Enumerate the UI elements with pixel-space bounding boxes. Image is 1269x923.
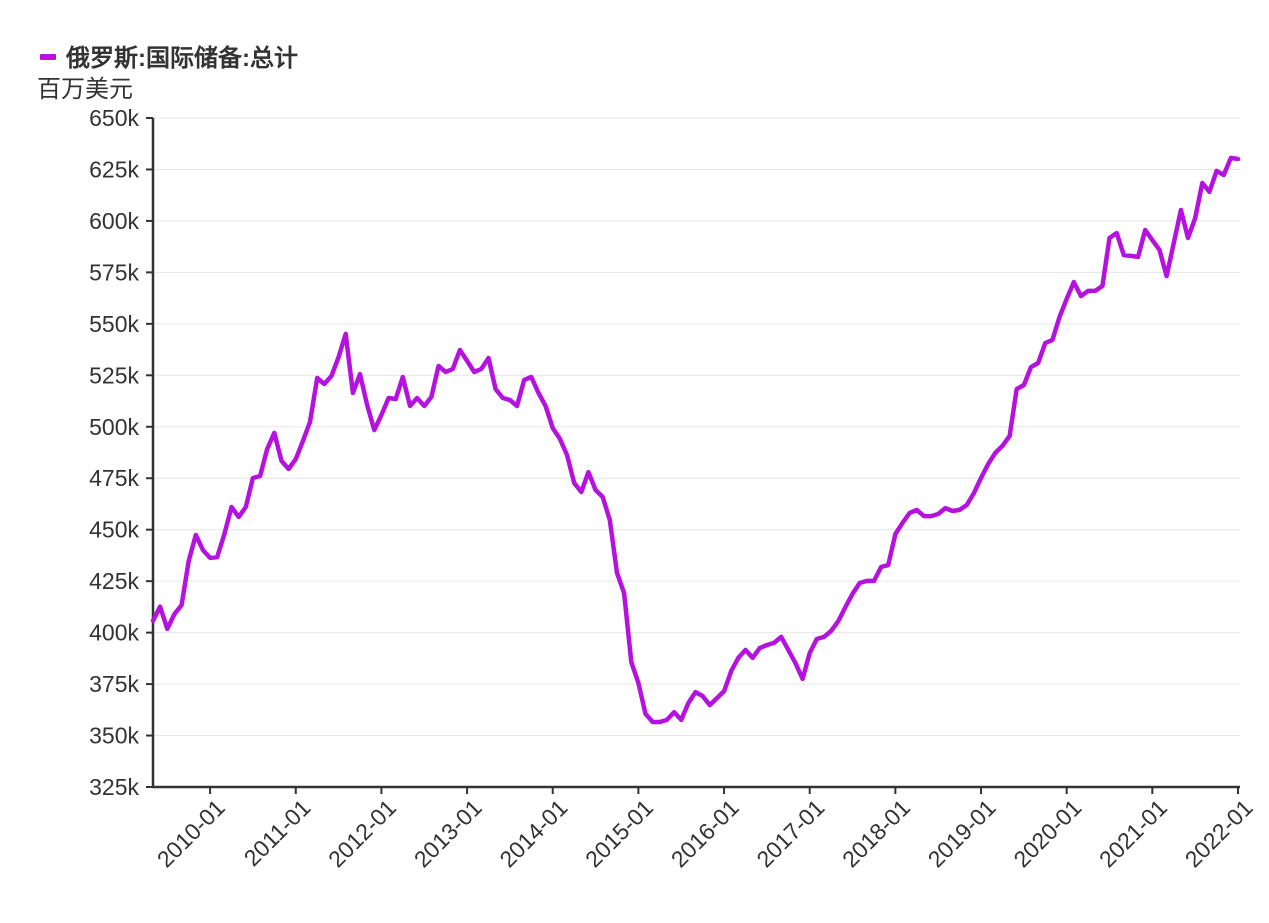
- x-tick-label: 2011-01: [239, 794, 316, 871]
- y-tick-label: 600k: [89, 208, 139, 234]
- y-axis-unit: 百万美元: [37, 76, 133, 103]
- legend-swatch: [40, 54, 56, 60]
- legend: 俄罗斯:国际储备:总计: [40, 44, 298, 72]
- x-tick-label: 2013-01: [409, 794, 487, 872]
- x-tick-label: 2021-01: [1094, 794, 1172, 872]
- y-tick-label: 375k: [89, 671, 139, 697]
- y-axis-ticks: 650k 625k 600k 575k 550k 525k 500k 475k 450k 425k…: [89, 105, 153, 800]
- y-tick-label: 450k: [89, 517, 139, 543]
- x-tick-label: 2016-01: [666, 794, 744, 872]
- y-tick-label: 625k: [89, 156, 139, 182]
- y-tick-label: 400k: [89, 620, 139, 646]
- x-tick-label: 2018-01: [837, 794, 915, 872]
- y-tick-label: 500k: [89, 414, 139, 440]
- x-tick-label: 2020-01: [1008, 794, 1086, 872]
- x-tick-label: 2022-01: [1180, 794, 1258, 872]
- x-tick-label: 2012-01: [323, 794, 401, 872]
- y-tick-label: 575k: [89, 259, 139, 285]
- x-tick-label: 2017-01: [751, 794, 829, 872]
- gridlines: [153, 117, 1240, 737]
- x-tick-label: 2019-01: [923, 794, 1001, 872]
- y-tick-label: 475k: [89, 465, 139, 491]
- y-tick-label: 525k: [89, 362, 139, 388]
- series-line: [150, 155, 1241, 725]
- y-tick-label: 650k: [89, 105, 139, 131]
- x-tick-label: 2010-01: [152, 794, 230, 872]
- x-tick-label: 2014-01: [494, 794, 572, 872]
- series-group: [150, 155, 1241, 725]
- x-axis-ticks: 2010-01 2011-01 2012-01 2013-01 2014-01 2015-…: [152, 787, 1258, 872]
- x-tick-label: 2015-01: [580, 794, 658, 872]
- y-tick-label: 550k: [89, 311, 139, 337]
- legend-label: 俄罗斯:国际储备:总计: [65, 44, 298, 72]
- y-tick-label: 350k: [89, 723, 139, 749]
- y-tick-label: 425k: [89, 568, 139, 594]
- y-tick-label: 325k: [89, 774, 139, 800]
